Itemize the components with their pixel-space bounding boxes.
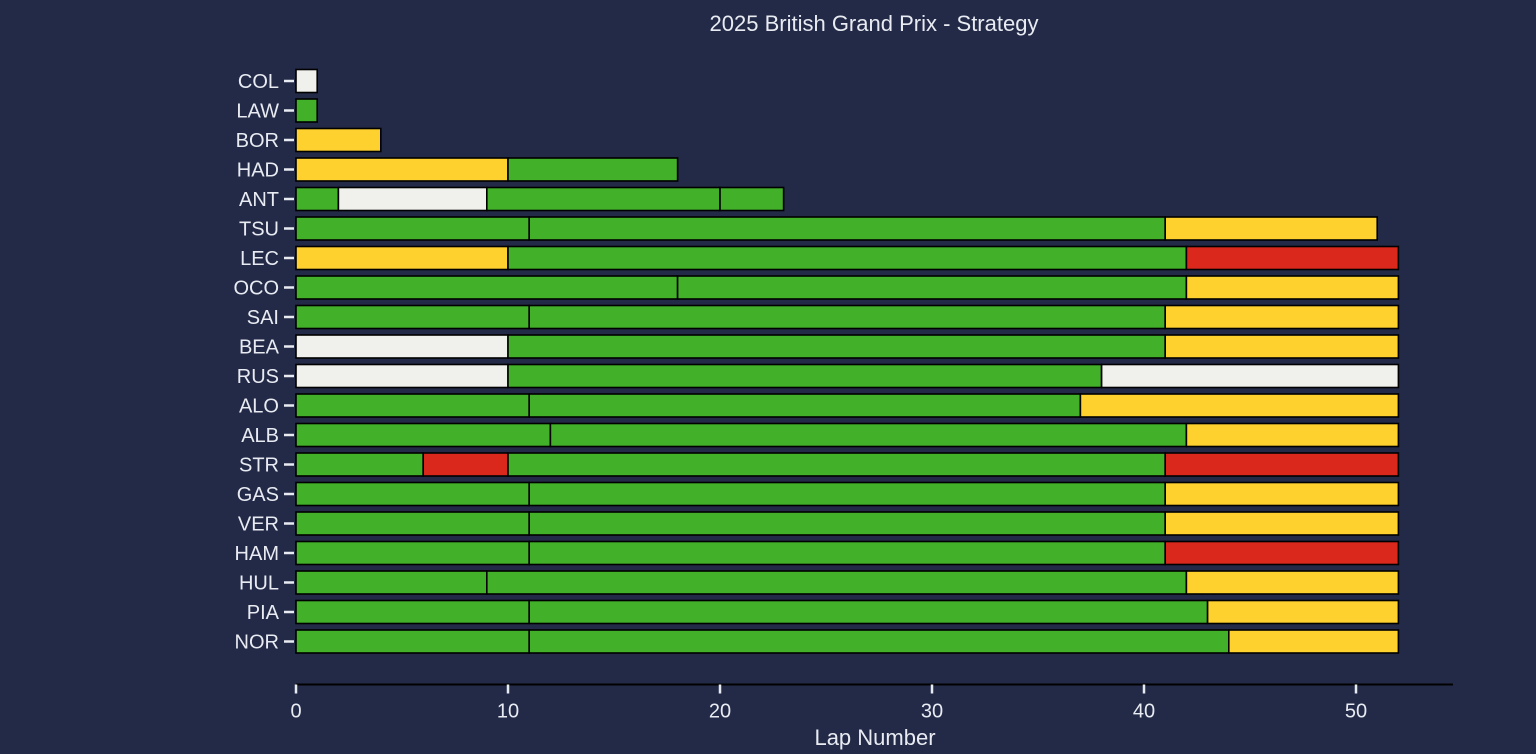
y-tick-label-gas: GAS bbox=[237, 484, 279, 506]
y-tick-label-oco: OCO bbox=[233, 278, 279, 300]
y-tick-label-tsu: TSU bbox=[239, 219, 279, 241]
stint-bar-hul-3 bbox=[1185, 570, 1400, 595]
y-tick-label-sai: SAI bbox=[247, 307, 279, 329]
stint-bar-ham-2 bbox=[528, 540, 1167, 566]
y-tick-label-col: COL bbox=[238, 71, 279, 93]
stint-bar-tsu-1 bbox=[295, 216, 530, 241]
stint-bar-str-2 bbox=[422, 452, 509, 477]
stint-bar-ver-1 bbox=[295, 511, 530, 536]
stint-bar-nor-3 bbox=[1228, 629, 1400, 654]
stint-bar-ant-3 bbox=[485, 186, 721, 212]
stint-bar-bor-1 bbox=[295, 127, 382, 153]
stint-bar-lec-3 bbox=[1185, 245, 1400, 271]
stint-bar-gas-1 bbox=[295, 481, 530, 507]
stint-bar-alo-3 bbox=[1079, 393, 1400, 418]
x-tick-label-50: 50 bbox=[1345, 701, 1367, 723]
y-tick-label-rus: RUS bbox=[237, 366, 279, 388]
stint-bar-law-1 bbox=[295, 98, 319, 123]
stint-bar-rus-3 bbox=[1100, 363, 1400, 389]
stint-bar-sai-2 bbox=[528, 304, 1167, 330]
stint-bar-tsu-2 bbox=[528, 216, 1167, 241]
stint-bar-bea-1 bbox=[295, 334, 509, 359]
stint-bar-had-1 bbox=[295, 157, 509, 182]
stint-bar-alo-2 bbox=[528, 393, 1082, 418]
stint-bar-ver-3 bbox=[1164, 511, 1400, 536]
stint-bar-alb-2 bbox=[549, 422, 1188, 448]
stint-bar-nor-2 bbox=[528, 629, 1230, 654]
y-tick-label-ham: HAM bbox=[235, 543, 279, 565]
stint-bar-ant-1 bbox=[295, 186, 340, 212]
y-tick-label-lec: LEC bbox=[240, 248, 279, 270]
y-tick-label-nor: NOR bbox=[235, 632, 279, 654]
stint-bar-rus-2 bbox=[507, 363, 1103, 389]
stint-bar-str-3 bbox=[507, 452, 1167, 477]
stint-bar-ham-1 bbox=[295, 540, 530, 566]
stint-bar-ham-3 bbox=[1164, 540, 1400, 566]
x-tick-label-20: 20 bbox=[709, 701, 731, 723]
y-tick-label-had: HAD bbox=[237, 160, 279, 182]
stint-bar-str-1 bbox=[295, 452, 424, 477]
y-tick-label-ant: ANT bbox=[239, 189, 279, 211]
y-tick-label-ver: VER bbox=[238, 514, 279, 536]
y-tick-label-alb: ALB bbox=[241, 425, 279, 447]
x-tick-label-40: 40 bbox=[1133, 701, 1155, 723]
y-tick-label-bea: BEA bbox=[239, 337, 280, 359]
stint-bar-ant-4 bbox=[719, 186, 785, 212]
x-axis-label: Lap Number bbox=[814, 725, 935, 750]
stint-bar-col-1 bbox=[295, 68, 319, 94]
x-tick-label-10: 10 bbox=[497, 701, 519, 723]
stint-bar-oco-3 bbox=[1185, 275, 1400, 300]
x-tick-label-30: 30 bbox=[921, 701, 943, 723]
stint-bar-ant-2 bbox=[337, 186, 488, 212]
stint-bar-hul-2 bbox=[485, 570, 1188, 595]
stint-bar-pia-1 bbox=[295, 599, 530, 625]
y-axis: COL LAW BOR HAD ANT TSU LEC OCO SAI BEA RUS ALO ALB S… bbox=[233, 71, 294, 654]
stint-bar-nor-1 bbox=[295, 629, 530, 654]
y-tick-label-hul: HUL bbox=[239, 573, 279, 595]
stint-bar-had-2 bbox=[507, 157, 679, 182]
stint-bar-lec-1 bbox=[295, 245, 509, 271]
x-tick-label-0: 0 bbox=[290, 701, 301, 723]
stint-bar-sai-1 bbox=[295, 304, 530, 330]
y-tick-label-pia: PIA bbox=[247, 602, 280, 624]
stint-bar-pia-2 bbox=[528, 599, 1209, 625]
stint-bar-str-4 bbox=[1164, 452, 1400, 477]
y-tick-label-law: LAW bbox=[236, 101, 279, 123]
y-tick-label-alo: ALO bbox=[239, 396, 279, 418]
y-tick-label-str: STR bbox=[239, 455, 279, 477]
stint-bar-gas-2 bbox=[528, 481, 1167, 507]
stint-bar-rus-1 bbox=[295, 363, 509, 389]
stint-bar-tsu-3 bbox=[1164, 216, 1378, 241]
stint-bars bbox=[295, 68, 1400, 654]
stint-bar-ver-2 bbox=[528, 511, 1167, 536]
stint-bar-pia-3 bbox=[1206, 599, 1400, 625]
stint-bar-lec-2 bbox=[507, 245, 1188, 271]
stint-bar-alb-3 bbox=[1185, 422, 1400, 448]
stint-bar-bea-3 bbox=[1164, 334, 1400, 359]
stint-bar-sai-3 bbox=[1164, 304, 1400, 330]
stint-bar-oco-2 bbox=[676, 275, 1188, 300]
x-axis: 0 10 20 30 40 50 bbox=[290, 683, 1453, 723]
y-tick-label-bor: BOR bbox=[236, 130, 279, 152]
stint-bar-hul-1 bbox=[295, 570, 488, 595]
stint-bar-gas-3 bbox=[1164, 481, 1400, 507]
stint-bar-oco-1 bbox=[295, 275, 679, 300]
chart-title: 2025 British Grand Prix - Strategy bbox=[710, 11, 1039, 36]
stint-bar-alo-1 bbox=[295, 393, 530, 418]
stint-bar-alb-1 bbox=[295, 422, 552, 448]
stint-bar-bea-2 bbox=[507, 334, 1167, 359]
